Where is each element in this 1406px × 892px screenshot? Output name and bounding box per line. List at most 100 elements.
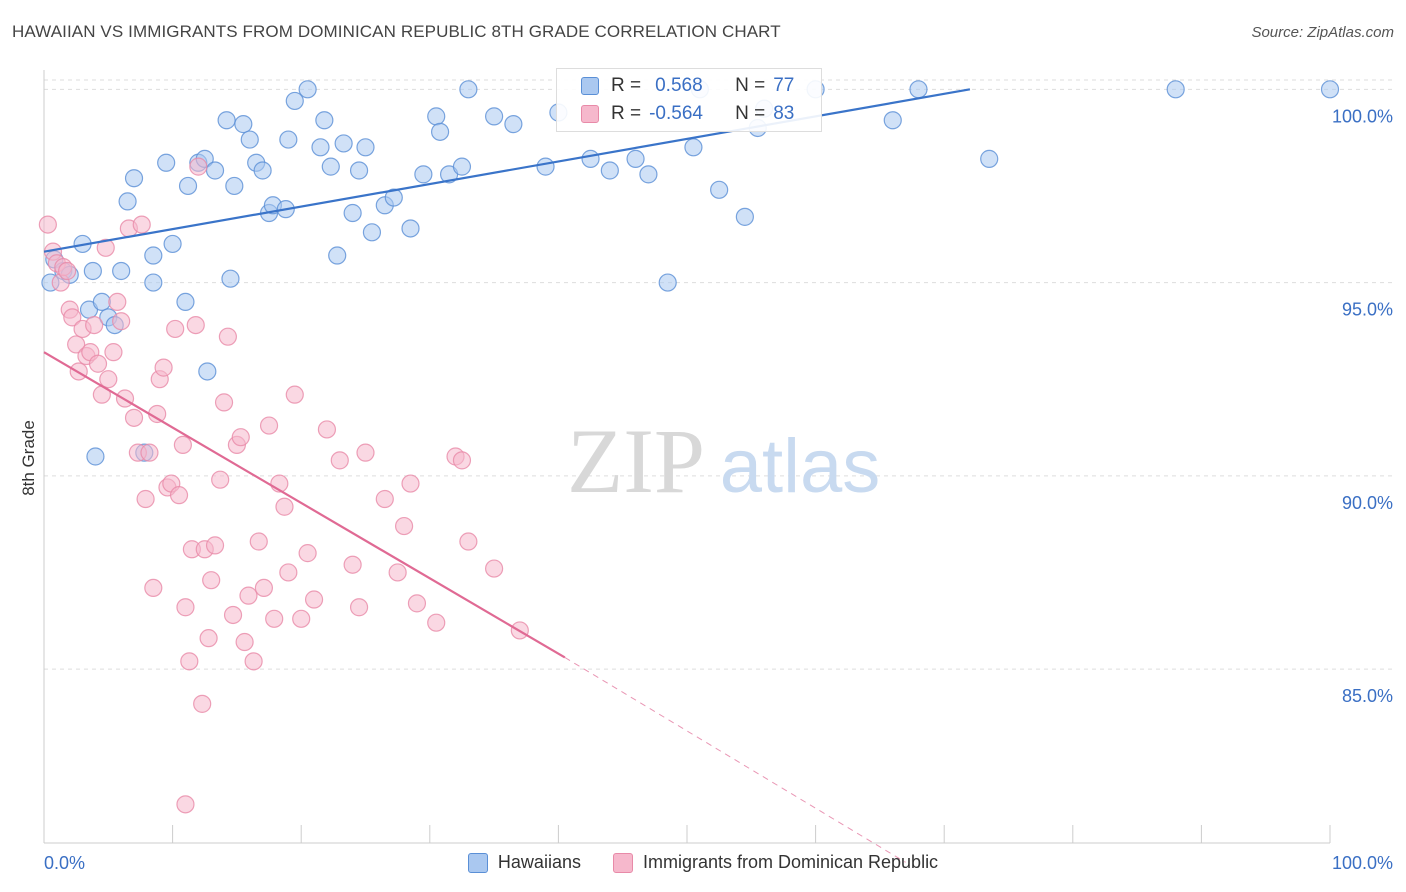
dominican-point	[67, 335, 86, 354]
hawaiian-point	[221, 269, 240, 288]
hawaiian-point	[1166, 80, 1185, 99]
chart-title: HAWAIIAN VS IMMIGRANTS FROM DOMINICAN RE…	[12, 22, 781, 41]
dominican-point	[176, 795, 195, 814]
hawaiian-point	[427, 107, 446, 126]
hawaiian-point	[176, 292, 195, 311]
dominican-trend-extension	[564, 657, 906, 863]
y-tick-label: 100.0%	[1332, 106, 1393, 126]
hawaiian-point	[217, 111, 236, 130]
hawaiian-point	[452, 157, 472, 176]
dominican-point	[223, 605, 243, 625]
dominican-point	[169, 486, 189, 505]
dominican-trend-line	[43, 351, 566, 659]
legend: Hawaiians Immigrants from Dominican Repu…	[0, 852, 1406, 873]
dominican-point	[249, 532, 268, 551]
dominican-point	[214, 393, 234, 412]
dominican-point	[104, 343, 123, 362]
hawaiian-point	[401, 219, 420, 238]
dominican-point	[265, 609, 284, 628]
dominican-point	[132, 215, 151, 234]
hawaiian-point	[349, 161, 369, 180]
legend-label-dominican: Immigrants from Dominican Republic	[642, 852, 939, 872]
hawaiian-point	[343, 203, 362, 223]
dominican-point	[112, 312, 131, 331]
dominican-point	[349, 598, 369, 617]
hawaiian-point	[279, 130, 298, 149]
dominican-point	[330, 451, 349, 470]
dominican-point	[193, 694, 212, 713]
dominican-point	[173, 435, 192, 455]
dominican-point	[199, 629, 218, 648]
legend-item-dominican[interactable]: Immigrants from Dominican Republic	[612, 852, 939, 873]
stats-swatch-blue	[581, 77, 599, 95]
hawaiian-point	[334, 134, 353, 153]
dominican-point	[401, 474, 420, 493]
hawaiian-point	[658, 273, 677, 292]
n-label: N =	[735, 103, 766, 124]
dominican-point	[317, 420, 337, 439]
n-value: 77	[773, 75, 795, 96]
dominican-point	[99, 370, 118, 389]
legend-item-hawaiians[interactable]: Hawaiians	[467, 852, 581, 873]
hawaiian-point	[909, 80, 928, 99]
hawaiian-point	[626, 149, 645, 168]
stats-swatch-pink	[581, 105, 599, 123]
r-label: R =	[611, 75, 642, 96]
hawaiian-point	[710, 180, 729, 199]
dominican-point	[388, 563, 407, 582]
watermark-atlas: atlas	[720, 424, 881, 509]
dominican-point	[259, 416, 279, 435]
dominican-point	[304, 590, 324, 609]
hawaiian-point	[112, 261, 131, 281]
dominican-point	[356, 443, 375, 462]
dominican-point	[375, 489, 394, 509]
hawaiian-point	[315, 111, 334, 130]
dominican-point	[189, 157, 208, 176]
dominican-point	[58, 261, 77, 281]
correlation-stats-box: R = 0.568 N = 77 R = -0.564 N = 83	[556, 68, 822, 132]
hawaiian-point	[536, 157, 555, 176]
hawaiian-point	[92, 292, 111, 311]
dominican-point	[38, 215, 57, 234]
dominican-point	[154, 358, 173, 377]
dominican-point	[279, 563, 298, 582]
stats-row-hawaiians: R = 0.568 N = 77	[581, 72, 794, 100]
dominican-point	[298, 544, 317, 563]
hawaiian-point	[298, 80, 317, 99]
hawaiian-point	[980, 149, 999, 168]
hawaiian-point	[684, 138, 703, 157]
legend-label-hawaiians: Hawaiians	[497, 852, 581, 872]
dominican-point	[211, 470, 230, 489]
dominican-point	[140, 443, 159, 462]
dominican-point	[231, 428, 250, 447]
hawaiian-point	[414, 165, 433, 184]
dominican-point	[427, 613, 446, 632]
x-tick-label: 100.0%	[1332, 853, 1393, 873]
hawaiian-point	[639, 165, 658, 184]
hawaiian-point	[178, 176, 198, 196]
dominican-point	[108, 292, 127, 311]
dominican-point	[96, 238, 115, 257]
dominican-point	[205, 536, 225, 555]
dominican-point	[63, 308, 82, 327]
dominican-point	[186, 315, 205, 335]
n-label: N =	[735, 75, 766, 96]
hawaiian-point	[384, 188, 403, 207]
r-value: -0.564	[649, 103, 703, 124]
dominican-point	[452, 451, 472, 470]
hawaiian-point	[362, 223, 382, 242]
hawaiian-point	[883, 111, 902, 130]
hawaiian-point	[225, 176, 244, 196]
hawaiian-point	[240, 130, 259, 149]
hawaiian-trend-line	[43, 88, 971, 253]
dominican-point	[292, 609, 311, 628]
hawaiian-point	[321, 157, 340, 176]
dominican-point	[144, 578, 163, 598]
dominican-point	[459, 532, 478, 551]
hawaiian-point	[485, 107, 504, 126]
hawaiian-point	[205, 161, 225, 180]
dominican-point	[88, 354, 108, 373]
n-value: 83	[773, 103, 795, 124]
hawaiian-point	[1320, 80, 1340, 99]
dominican-point	[166, 319, 185, 339]
